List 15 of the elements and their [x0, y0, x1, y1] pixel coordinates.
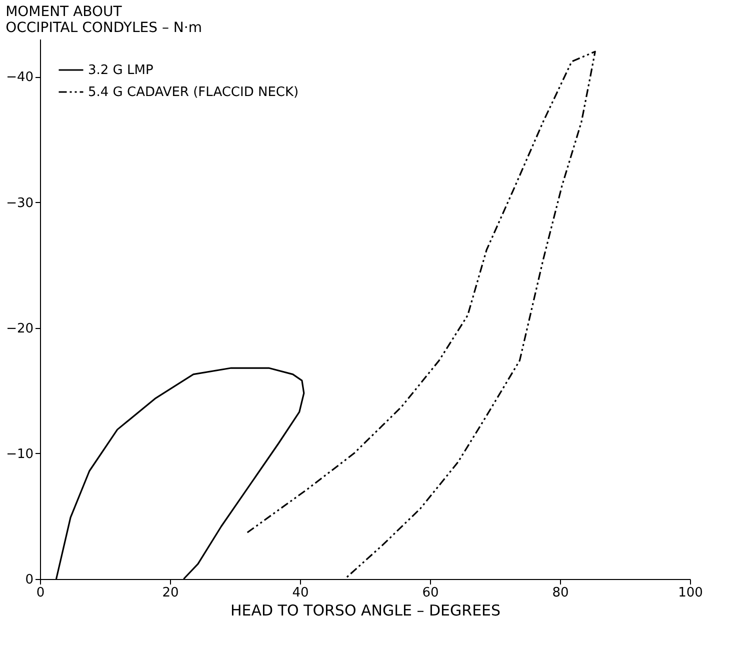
x-tick-label: 20: [162, 586, 179, 600]
y-tick-label: −30: [6, 196, 34, 211]
legend-label: 3.2 G LMP: [88, 63, 154, 78]
x-axis-title: HEAD TO TORSO ANGLE – DEGREES: [230, 602, 501, 620]
y-axis-title: MOMENT ABOUT OCCIPITAL CONDYLES – N·m: [6, 4, 202, 36]
x-tick-label: 100: [678, 586, 703, 600]
x-tick-label: 80: [552, 586, 569, 600]
legend-label: 5.4 G CADAVER (FLACCID NECK): [88, 85, 299, 100]
y-tick-label: 0: [25, 572, 34, 588]
x-tick-label: 0: [36, 586, 45, 600]
y-tick-label: −10: [6, 446, 34, 462]
x-tick-label: 60: [422, 586, 439, 600]
x-tick-label: 40: [292, 586, 309, 600]
y-tick-label: −20: [6, 321, 34, 336]
y-tick-label: −40: [6, 70, 34, 86]
